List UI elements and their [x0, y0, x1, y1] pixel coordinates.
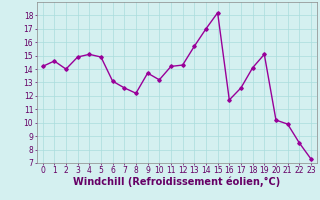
X-axis label: Windchill (Refroidissement éolien,°C): Windchill (Refroidissement éolien,°C) — [73, 177, 280, 187]
